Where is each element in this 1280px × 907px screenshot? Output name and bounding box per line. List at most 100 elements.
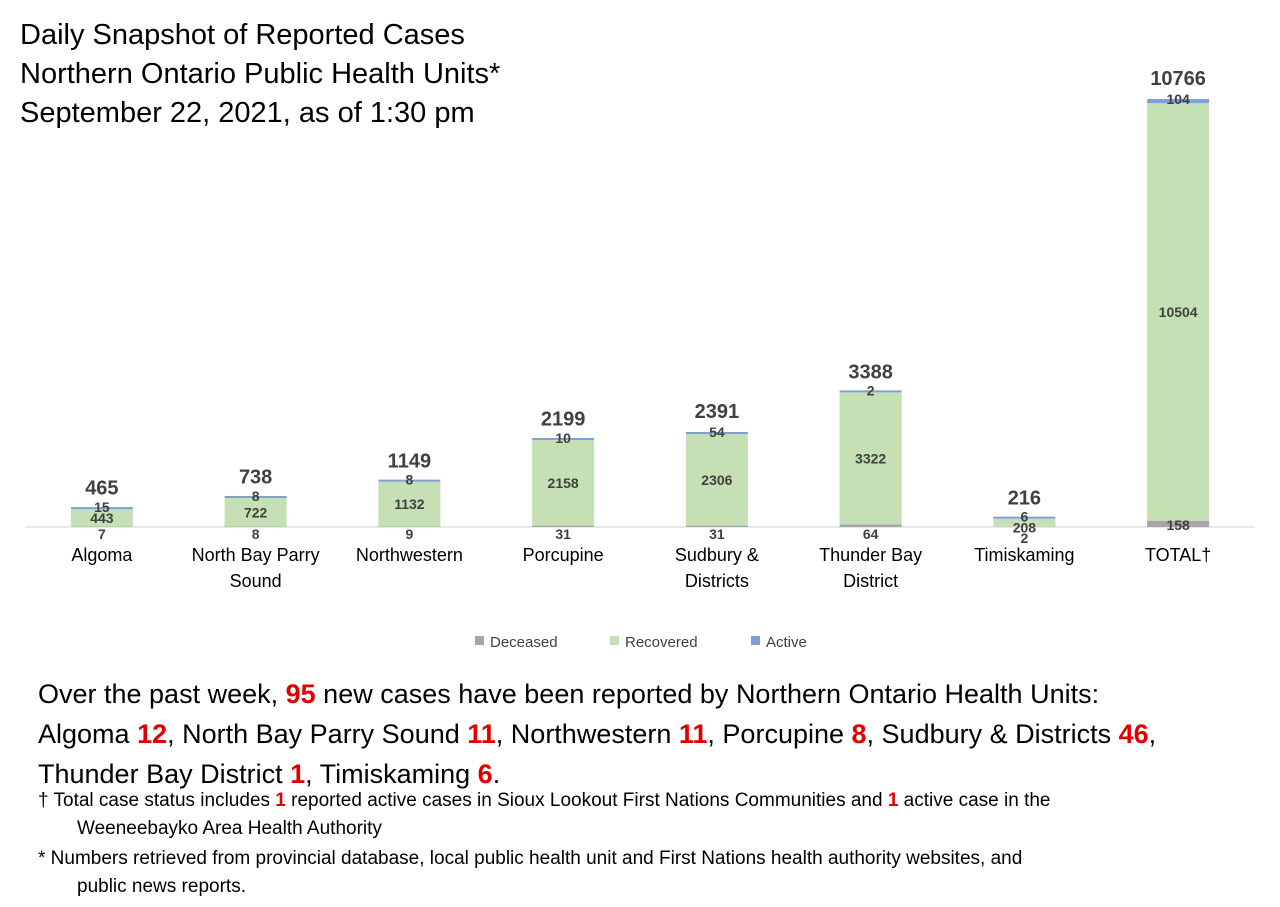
data-label-active: 8 [252, 488, 260, 504]
legend-swatch-deceased [475, 636, 484, 645]
category-label: Timiskaming [974, 545, 1074, 565]
footnote-text: Weeneebayko Area Health Authority [77, 818, 382, 839]
category-label: Sudbury & [675, 545, 759, 565]
summary-number: 11 [467, 719, 496, 749]
data-label-deceased: 64 [863, 526, 879, 542]
data-label-deceased: 158 [1166, 517, 1190, 533]
summary-number: 11 [678, 719, 708, 749]
total-label: 3388 [848, 361, 893, 383]
weekly-summary: Over the past week, 95 new cases have be… [38, 674, 1273, 794]
bar-segment-deceased [685, 525, 748, 527]
category-label: Sound [230, 571, 282, 591]
bar-segment-active [532, 437, 595, 440]
data-label-deceased: 7 [98, 526, 106, 542]
bar-segment-deceased [532, 525, 595, 527]
data-label-active: 54 [709, 424, 725, 440]
legend-label-recovered: Recovered [625, 634, 698, 651]
summary-text: , [1148, 719, 1157, 749]
category-label: Thunder Bay [819, 545, 922, 565]
bar-segment-active [224, 495, 287, 498]
legend-swatch-active [751, 636, 760, 645]
total-label: 2391 [695, 401, 740, 423]
legend-label-deceased: Deceased [490, 634, 558, 651]
bar-segment-recovered [378, 481, 441, 527]
data-label-active: 2 [867, 382, 875, 398]
data-label-deceased: 31 [709, 526, 725, 542]
data-label-recovered: 3322 [855, 450, 886, 466]
title-line-3: September 22, 2021, as of 1:30 pm [20, 97, 475, 129]
category-label: District [843, 571, 898, 591]
data-label-active: 6 [1020, 509, 1028, 525]
data-label-active: 15 [94, 499, 110, 515]
bar-segment-deceased [1147, 520, 1210, 527]
data-label-deceased: 9 [405, 526, 413, 542]
total-label: 465 [85, 478, 118, 500]
data-label-deceased: 31 [555, 526, 571, 542]
category-label: Districts [685, 571, 749, 591]
summary-text: new cases have been reported by Northern… [315, 679, 1100, 709]
bar-segment-active [378, 479, 441, 482]
bar-segment-active [685, 431, 748, 435]
data-label-active: 8 [405, 472, 413, 488]
summary-number: 6 [477, 759, 493, 789]
bar-segment-recovered [685, 434, 748, 526]
category-label: Algoma [71, 545, 133, 565]
footnote-number: 1 [887, 790, 899, 811]
category-label: Porcupine [523, 545, 604, 565]
summary-number: 12 [137, 719, 168, 749]
footnote-number: 1 [275, 790, 286, 811]
total-label: 1149 [388, 450, 431, 472]
data-label-recovered: 722 [244, 504, 268, 520]
bar-segment-recovered [224, 497, 287, 527]
bar-segment-active [1147, 99, 1210, 104]
summary-number: 95 [285, 679, 316, 709]
bar-segment-active [993, 516, 1056, 519]
data-label-active: 104 [1166, 91, 1190, 107]
footnote-sources: * Numbers retrieved from provincial data… [38, 845, 1228, 901]
data-label-recovered: 2158 [548, 475, 579, 491]
data-label-recovered: 10504 [1159, 304, 1198, 320]
bar-segment-recovered [1147, 103, 1210, 521]
footnote-text: reported active cases in Sioux Lookout F… [285, 790, 888, 811]
summary-text: Over the past week, [38, 679, 286, 709]
footnote-total-status: † Total case status includes 1 reported … [38, 787, 1228, 843]
bar-segment-recovered [839, 392, 902, 525]
data-label-deceased: 2 [1020, 530, 1028, 546]
footnote-text: active case in the [898, 790, 1051, 811]
data-label-recovered: 208 [1013, 520, 1037, 536]
chart-title: Daily Snapshot of Reported Cases Norther… [20, 16, 500, 133]
legend-label-active: Active [766, 634, 807, 651]
summary-text: , North Bay Parry Sound [167, 719, 468, 749]
total-label: 10766 [1150, 68, 1206, 90]
bar-segment-active [839, 390, 902, 393]
footnote-text: * Numbers retrieved from provincial data… [38, 848, 1023, 869]
summary-number: 1 [290, 759, 306, 789]
legend-swatch-recovered [610, 636, 619, 645]
category-label: North Bay Parry [192, 545, 320, 565]
category-label: Northwestern [356, 545, 463, 565]
summary-text: , Northwestern [495, 719, 679, 749]
data-label-recovered: 1132 [394, 496, 425, 512]
data-label-active: 10 [555, 430, 571, 446]
summary-text: , Timiskaming [305, 759, 478, 789]
total-label: 216 [1008, 487, 1041, 509]
footnote-text: † Total case status includes [38, 790, 276, 811]
bar-segment-recovered [70, 509, 133, 527]
data-label-deceased: 8 [252, 526, 260, 542]
total-label: 738 [239, 467, 272, 489]
category-label: TOTAL† [1145, 545, 1211, 565]
title-line-2: Northern Ontario Public Health Units* [20, 58, 501, 90]
bar-segment-deceased [839, 524, 902, 527]
title-line-1: Daily Snapshot of Reported Cases [20, 19, 465, 51]
summary-text: Algoma [38, 719, 138, 749]
data-label-recovered: 443 [90, 510, 114, 526]
summary-text: . [492, 759, 501, 789]
summary-number: 46 [1118, 719, 1149, 749]
bar-segment-active [70, 507, 133, 510]
bar-segment-recovered [993, 518, 1056, 527]
footnote-text: public news reports. [77, 876, 246, 897]
total-label: 2199 [541, 409, 586, 431]
summary-text: , Sudbury & Districts [866, 719, 1119, 749]
summary-text: , Porcupine [707, 719, 852, 749]
